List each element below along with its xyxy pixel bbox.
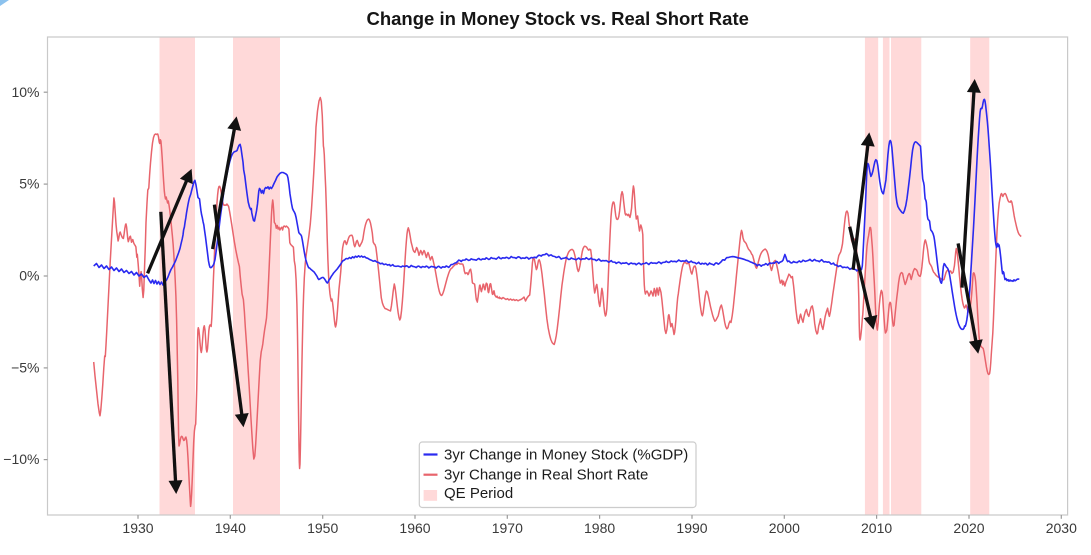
svg-text:0%: 0% <box>19 268 39 284</box>
svg-text:1970: 1970 <box>492 520 523 536</box>
svg-text:−5%: −5% <box>11 360 39 376</box>
svg-text:3yr Change in Real Short Rate: 3yr Change in Real Short Rate <box>444 467 648 484</box>
svg-text:−10%: −10% <box>3 451 39 467</box>
svg-text:1960: 1960 <box>399 520 430 536</box>
svg-text:2000: 2000 <box>769 520 800 536</box>
svg-text:2020: 2020 <box>953 520 984 536</box>
svg-text:1980: 1980 <box>584 520 615 536</box>
svg-text:10%: 10% <box>11 84 39 100</box>
svg-text:3yr Change in Money Stock (%GD: 3yr Change in Money Stock (%GDP) <box>444 446 688 463</box>
svg-text:5%: 5% <box>19 176 39 192</box>
svg-text:1940: 1940 <box>215 520 246 536</box>
svg-text:1990: 1990 <box>676 520 707 536</box>
svg-text:1930: 1930 <box>122 520 153 536</box>
svg-text:Change in Money Stock vs. Real: Change in Money Stock vs. Real Short Rat… <box>366 8 748 29</box>
svg-text:QE Period: QE Period <box>444 485 513 502</box>
svg-text:2010: 2010 <box>861 520 892 536</box>
svg-text:1950: 1950 <box>307 520 338 536</box>
svg-text:2030: 2030 <box>1046 520 1077 536</box>
